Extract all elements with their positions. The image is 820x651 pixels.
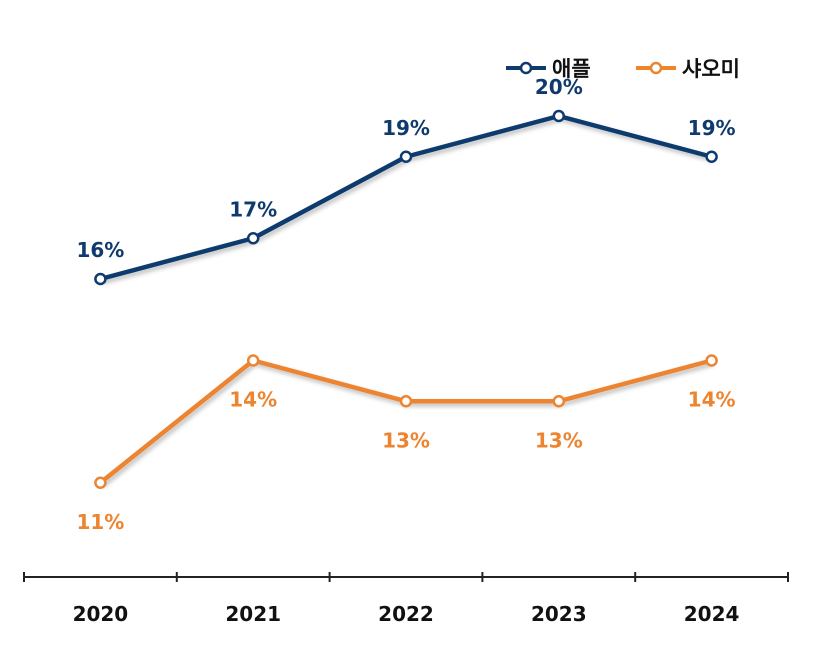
data-point-xiaomi-2022 [399, 395, 413, 408]
data-label-apple-2023: 20% [535, 75, 583, 99]
x-tick-label-2020: 2020 [73, 602, 129, 626]
x-tick-label-2023: 2023 [531, 602, 587, 626]
data-point-apple-2023 [552, 109, 566, 123]
legend-marker-xiaomi [649, 61, 663, 75]
legend-item-apple: 애플 [506, 57, 591, 81]
legend: 애플 샤오미 [506, 57, 740, 81]
series-apple: 16% 17% 19% 20% 19% [76, 75, 736, 286]
data-point-xiaomi-2023 [552, 395, 566, 408]
x-tick-label-2024: 2024 [684, 602, 740, 626]
data-point-xiaomi-2024 [705, 354, 718, 367]
legend-item-xiaomi: 샤오미 [636, 57, 740, 81]
data-label-apple-2020: 16% [76, 238, 124, 262]
data-label-xiaomi-2022: 13% [382, 428, 430, 452]
data-point-apple-2021 [246, 232, 260, 245]
data-label-xiaomi-2023: 13% [535, 428, 583, 452]
data-point-xiaomi-2020 [94, 476, 107, 489]
legend-marker-apple [519, 61, 533, 75]
data-label-apple-2021: 17% [229, 197, 277, 221]
data-label-apple-2024: 19% [688, 116, 736, 140]
data-point-apple-2020 [94, 272, 107, 286]
data-label-apple-2022: 19% [382, 116, 430, 140]
data-label-xiaomi-2020: 11% [76, 510, 124, 534]
legend-label-xiaomi: 샤오미 [682, 57, 740, 81]
series-layer: 16% 17% 19% 20% 19% 11% 14% 13% 13% 14% [76, 75, 735, 534]
data-label-xiaomi-2021: 14% [229, 388, 277, 412]
legend-label-apple: 애플 [552, 57, 591, 81]
series-xiaomi: 11% 14% 13% 13% 14% [76, 354, 736, 534]
data-point-apple-2022 [399, 150, 413, 163]
series-line-apple [99, 113, 713, 282]
x-tick-label-2021: 2021 [225, 602, 281, 626]
data-label-xiaomi-2024: 14% [688, 388, 736, 412]
data-point-apple-2024 [705, 150, 718, 163]
series-line-xiaomi [98, 358, 713, 485]
x-tick-label-2022: 2022 [378, 602, 434, 626]
x-axis: 2020 2021 2022 2023 2024 [23, 572, 789, 626]
data-point-xiaomi-2021 [246, 354, 260, 367]
